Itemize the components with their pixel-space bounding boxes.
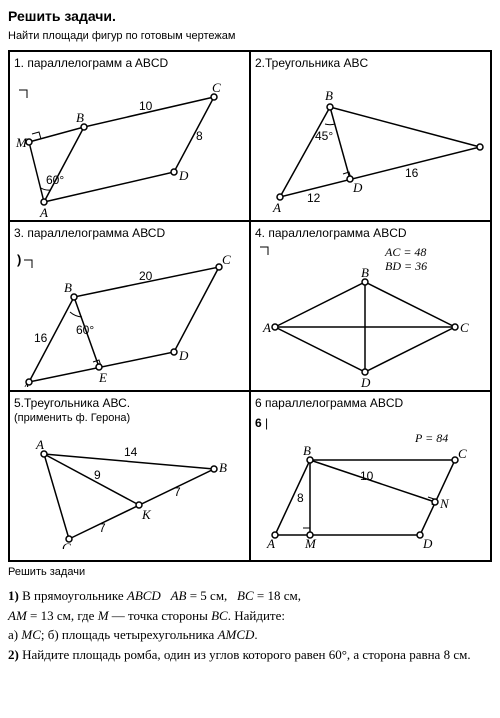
svg-text:): ) (17, 252, 21, 267)
svg-text:C: C (62, 540, 71, 549)
svg-text:N: N (439, 496, 450, 511)
svg-text:C: C (460, 320, 469, 335)
cell-4-title: 4. параллелограмма ABCD (255, 226, 486, 240)
svg-text:B: B (64, 280, 72, 295)
svg-text:BD = 36: BD = 36 (385, 259, 427, 273)
svg-text:A: A (35, 437, 44, 452)
svg-text:60°: 60° (76, 323, 94, 337)
subtitle: Найти площади фигур по готовым чертежам (8, 30, 492, 42)
svg-text:C: C (458, 446, 467, 461)
cell-3: 3. параллелограмма АВСD A B C D E 2 (9, 221, 250, 391)
svg-text:A: A (39, 205, 48, 217)
svg-text:A: A (272, 200, 281, 215)
svg-text:D: D (178, 168, 189, 183)
diagram-4: AC = 48 BD = 36 A B C D (255, 242, 485, 387)
cell-6-title: 6 параллелограмма ABCD (255, 396, 486, 410)
svg-text:A: A (262, 320, 271, 335)
svg-text:D: D (422, 536, 433, 550)
svg-text:7: 7 (99, 521, 106, 535)
svg-text:A: A (21, 380, 30, 387)
svg-text:16: 16 (405, 166, 419, 180)
svg-text:8: 8 (196, 129, 203, 143)
svg-text:B: B (303, 443, 311, 458)
svg-text:12: 12 (307, 191, 321, 205)
cell-2: 2.Треугольника ABC A B D 45° 16 12 (250, 51, 491, 221)
svg-text:16: 16 (34, 331, 48, 345)
svg-text:45°: 45° (315, 129, 333, 143)
svg-text:P = 84: P = 84 (414, 431, 448, 445)
svg-text:B: B (325, 88, 333, 103)
cell-5-subtitle: (применить ф. Герона) (14, 412, 245, 424)
svg-text:A: A (266, 536, 275, 550)
svg-text:9: 9 (94, 468, 101, 482)
cell-1: 1. параллелограмм a ABCD A B C D M (9, 51, 250, 221)
cell-4: 4. параллелограмма ABCD AC = 48 BD = 36 … (250, 221, 491, 391)
svg-text:B: B (76, 110, 84, 125)
svg-text:14: 14 (124, 445, 138, 459)
svg-text:M: M (15, 135, 28, 150)
cell-5: 5.Треугольника АВС. (применить ф. Герона… (9, 391, 250, 561)
svg-text:B: B (361, 265, 369, 280)
svg-text:B: B (219, 460, 227, 475)
svg-text:7: 7 (174, 485, 181, 499)
diagram-3: A B C D E 20 16 60° ) (14, 242, 244, 387)
problem-2: 2) Найдите площадь ромба, один из углов … (8, 645, 492, 665)
svg-text:D: D (178, 348, 189, 363)
problem-1: 1) В прямоугольнике ABCD AB = 5 см, BC =… (8, 586, 492, 645)
cell-6: 6 параллелограмма ABCD 6 | P = 84 A B C … (250, 391, 491, 561)
cell-3-title: 3. параллелограмма АВСD (14, 226, 245, 240)
svg-text:8: 8 (297, 491, 304, 505)
text-problems: 1) В прямоугольнике ABCD AB = 5 см, BC =… (8, 586, 492, 664)
footer-title: Решить задачи (8, 566, 492, 578)
svg-text:10: 10 (360, 469, 374, 483)
svg-text:20: 20 (139, 269, 153, 283)
diagram-2: A B D 45° 16 12 (255, 72, 485, 217)
svg-text:AC = 48: AC = 48 (384, 245, 426, 259)
cell-5-title: 5.Треугольника АВС. (14, 396, 245, 410)
svg-text:K: K (141, 507, 152, 522)
problem-grid: 1. параллелограмм a ABCD A B C D M (8, 50, 492, 562)
svg-text:E: E (98, 370, 107, 385)
diagram-1: A B C D M 10 8 60° (14, 72, 244, 217)
main-title: Решить задачи. (8, 8, 492, 24)
svg-text:D: D (352, 180, 363, 195)
svg-text:D: D (360, 375, 371, 387)
diagram-5: A B C K 14 9 7 7 (14, 424, 244, 549)
svg-text:C: C (212, 80, 221, 95)
cell-6-marker: 6 | (255, 416, 486, 430)
svg-text:M: M (304, 536, 317, 550)
svg-text:60°: 60° (46, 173, 64, 187)
cell-2-title: 2.Треугольника ABC (255, 56, 486, 70)
cell-1-title: 1. параллелограмм a ABCD (14, 56, 245, 70)
svg-text:10: 10 (139, 99, 153, 113)
diagram-6: P = 84 A B C D M N 10 (255, 430, 485, 550)
svg-text:C: C (222, 252, 231, 267)
